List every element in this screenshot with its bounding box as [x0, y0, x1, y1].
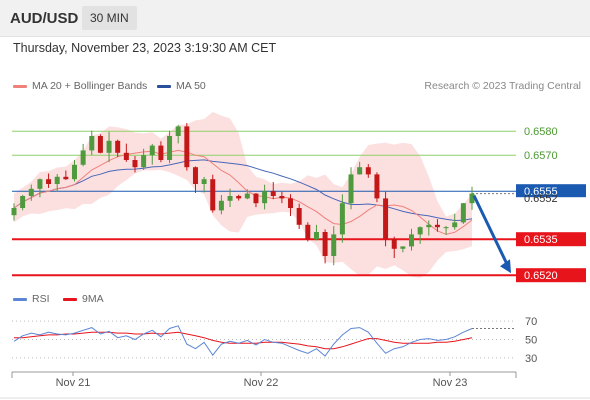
candle-body — [262, 191, 268, 204]
rsi-legend-swatch — [13, 297, 27, 301]
ma20-legend-label: MA 20 + Bollinger Bands — [32, 80, 148, 92]
candle-body — [365, 167, 371, 175]
level-tag-support-2 — [516, 268, 586, 283]
candle-body — [236, 196, 242, 199]
candle-body — [296, 208, 302, 225]
level-label-resistance-1: 0.6570 — [524, 150, 558, 162]
candle-body — [227, 196, 233, 201]
level-label-current-price: 0.6555 — [524, 186, 558, 198]
candle-body — [11, 208, 17, 216]
candle-body — [210, 179, 216, 211]
candle-body — [141, 155, 147, 168]
candle-body — [63, 176, 69, 180]
candle-body — [460, 203, 466, 223]
time-axis-label: Nov 22 — [244, 377, 279, 389]
timeframe-button[interactable]: 30 MIN — [82, 6, 137, 30]
time-axis-label: Nov 23 — [433, 377, 468, 389]
candle-body — [443, 227, 449, 229]
candle-body — [71, 164, 77, 180]
candle-body — [167, 136, 173, 160]
candle-body — [374, 174, 380, 199]
candle-body — [106, 140, 112, 153]
ma20-line — [13, 149, 473, 235]
candle-body — [37, 179, 43, 189]
candle-body — [339, 203, 345, 235]
level-label-resistance-2: 0.6580 — [524, 126, 558, 138]
candle-body — [253, 193, 259, 204]
candle-body — [279, 196, 285, 199]
candle-body — [184, 126, 190, 168]
candle-body — [218, 200, 224, 211]
rsi-ma-legend: 9MA — [63, 293, 104, 305]
rsi-ma-legend-swatch — [63, 297, 77, 301]
rsi-legend-label: RSI — [32, 293, 50, 305]
candle-body — [357, 167, 363, 175]
candle-body — [46, 179, 52, 184]
time-axis-label: Nov 21 — [56, 377, 91, 389]
bollinger-band — [14, 111, 472, 278]
level-label-support-1: 0.6535 — [524, 234, 558, 246]
candle-body — [201, 179, 207, 184]
candle-body — [417, 227, 423, 235]
candle-body — [391, 239, 397, 249]
ma50-line — [13, 159, 473, 222]
candle-body — [244, 193, 250, 199]
ma20-legend-swatch — [13, 84, 27, 88]
current-price-sub-bg — [516, 197, 586, 204]
rsi-ma-line — [14, 331, 473, 350]
projection-arrow-shaft — [472, 194, 510, 267]
candle-body — [175, 126, 181, 136]
level-label-support-2: 0.6520 — [524, 270, 558, 282]
chart-date: Thursday, November 23, 2023 3:19:30 AM C… — [13, 41, 277, 55]
candle-body — [123, 152, 129, 160]
symbol-label: AUD/USD — [10, 10, 79, 27]
ma20-legend: MA 20 + Bollinger Bands — [13, 80, 147, 92]
candle-body — [434, 224, 440, 228]
candle-body — [383, 198, 389, 240]
candle-body — [89, 136, 95, 151]
candle-body — [54, 176, 60, 184]
chart-header: AUD/USD 30 MIN — [0, 0, 590, 37]
candle-body — [158, 145, 164, 160]
ma50-legend-swatch — [157, 84, 171, 88]
candle-body — [409, 234, 415, 247]
ma50-legend: MA 50 — [157, 80, 206, 92]
candle-body — [426, 224, 432, 228]
candle-body — [313, 232, 319, 240]
candle-body — [28, 188, 34, 196]
candle-body — [97, 136, 103, 153]
copyright-text: Research © 2023 Trading Central — [424, 80, 581, 92]
candle-body — [149, 145, 155, 156]
current-price-sublabel: 0.6552 — [524, 193, 558, 205]
rsi-line — [13, 325, 473, 357]
rsi-ma-legend-label: 9MA — [82, 293, 104, 305]
candle-body — [305, 224, 311, 240]
candle-body — [452, 222, 458, 228]
candle-body — [400, 246, 406, 249]
candle-body — [469, 193, 475, 204]
candle-body — [115, 140, 121, 153]
candle-body — [192, 167, 198, 184]
candle-body — [20, 196, 26, 208]
candle-body — [288, 198, 294, 208]
candle-body — [80, 150, 86, 165]
rsi-tick-label: 70 — [525, 316, 537, 328]
candle-body — [322, 232, 328, 256]
ma50-legend-label: MA 50 — [176, 80, 206, 92]
projection-arrow-head — [500, 259, 511, 274]
rsi-legend: RSI — [13, 293, 50, 305]
candle-body — [331, 234, 337, 256]
rsi-tick-label: 30 — [525, 353, 537, 365]
level-tag-support-1 — [516, 232, 586, 247]
candle-body — [132, 160, 138, 168]
level-tag-current-price — [516, 184, 586, 199]
rsi-tick-label: 50 — [525, 335, 537, 347]
candle-body — [270, 191, 276, 196]
candle-body — [348, 174, 354, 204]
